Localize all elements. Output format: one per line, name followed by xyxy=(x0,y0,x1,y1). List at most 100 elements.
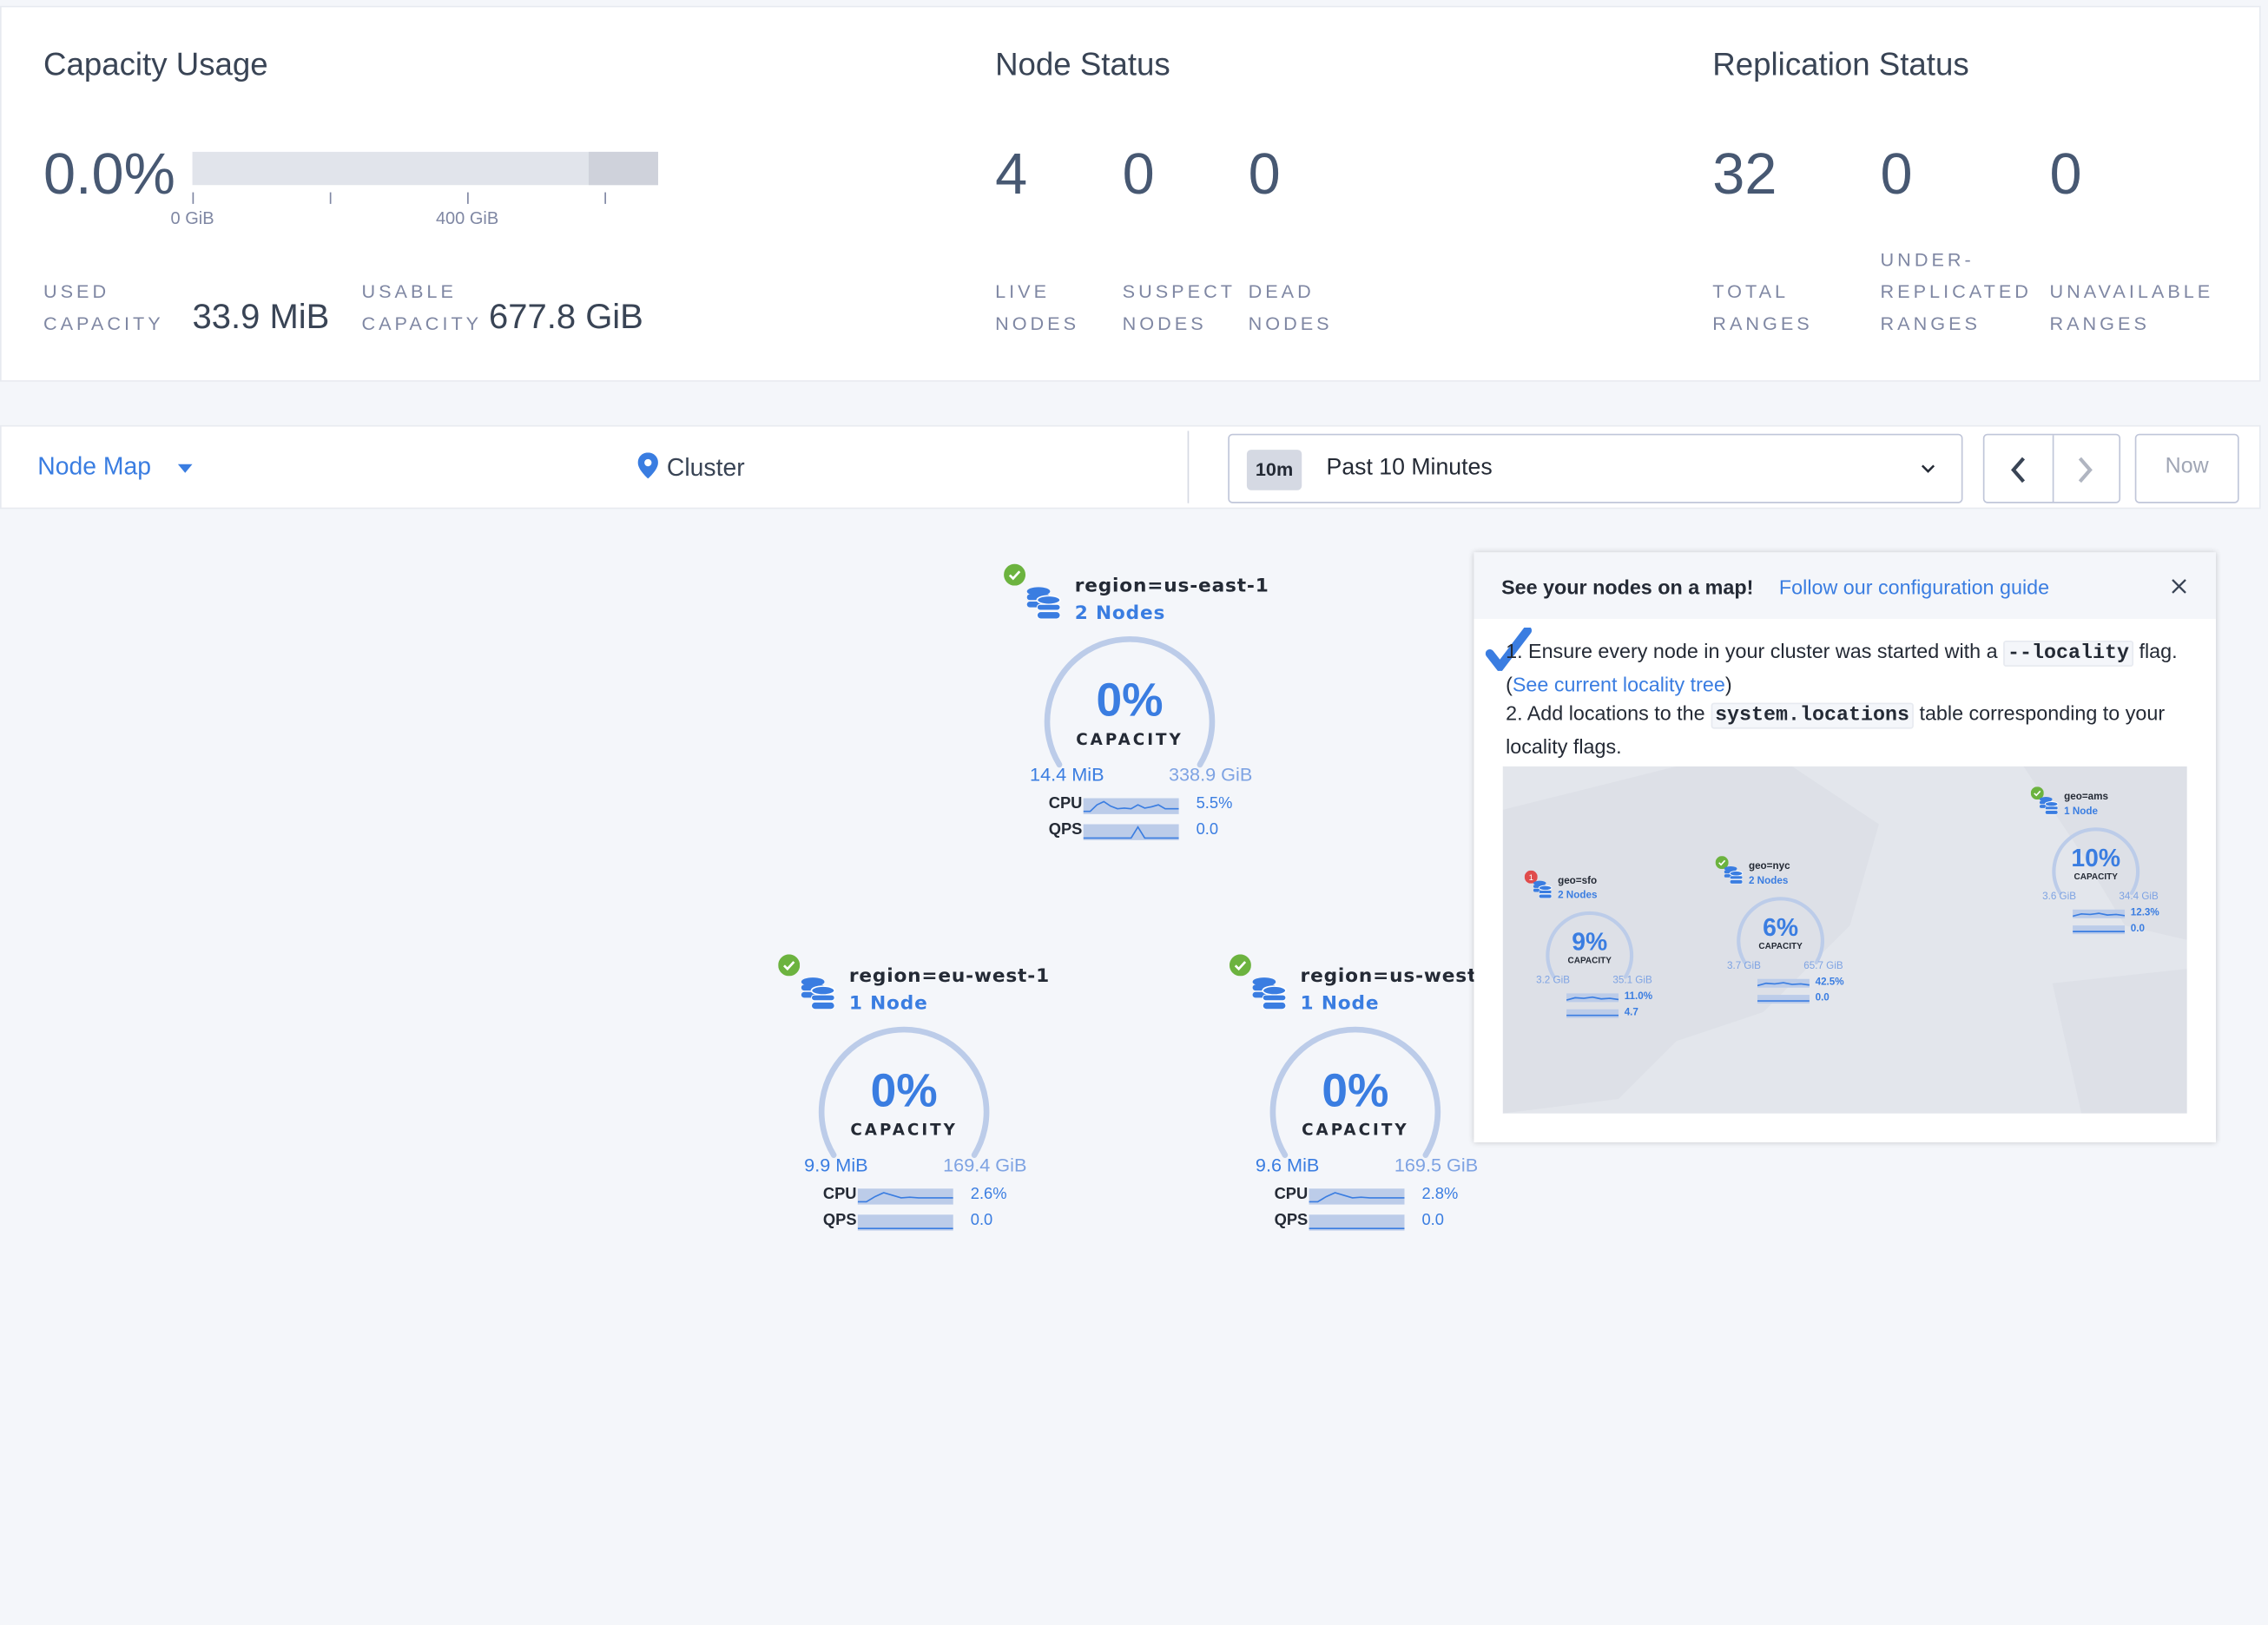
database-icon xyxy=(1252,977,1287,1010)
total-capacity: 338.9 GiB xyxy=(1168,763,1253,786)
bar-tick xyxy=(467,192,469,204)
example-cluster: geo=ams 1 Node 10% CAPACITY 3.6 GiB 34.4 GiB 1… xyxy=(2030,786,2187,945)
now-button[interactable]: Now xyxy=(2134,433,2239,503)
locality-flag-code: --locality xyxy=(2003,640,2134,667)
caret-down-icon xyxy=(178,463,193,472)
bar-tick-label: 0 GiB xyxy=(170,207,214,229)
close-icon[interactable] xyxy=(2171,578,2186,594)
view-select-label: Node Map xyxy=(37,452,151,481)
example-used: 3.6 GiB xyxy=(2042,891,2077,903)
gauge-track xyxy=(2052,827,2140,895)
nav-divider xyxy=(2052,435,2054,503)
capacity-percent: 0% xyxy=(1096,674,1164,727)
qps-sparkline-wrap xyxy=(1309,1212,1405,1238)
example-percent: 9% xyxy=(1572,928,1608,957)
label-line: CAPACITY xyxy=(361,312,483,334)
qps-value: 0.0 xyxy=(970,1211,993,1229)
bar-tick xyxy=(604,192,606,204)
qps-sparkline xyxy=(857,1214,953,1231)
qps-sparkline-wrap xyxy=(857,1212,953,1238)
example-name: geo=nyc xyxy=(1748,861,1790,872)
example-total: 65.7 GiB xyxy=(1803,961,1843,972)
gauge-track xyxy=(1546,911,1634,979)
example-qps: 0.0 xyxy=(2130,924,2145,935)
alert-icon: 1 xyxy=(1524,870,1538,884)
setup-step-2: 2. Add locations to the system.locations… xyxy=(1506,699,2200,762)
used-capacity-label: USED CAPACITY xyxy=(43,276,164,339)
example-percent: 6% xyxy=(1763,913,1799,942)
qps-label: QPS xyxy=(822,1211,857,1229)
bar-tick xyxy=(329,192,332,204)
cpu-value: 5.5% xyxy=(1196,795,1233,813)
locality-tree-link[interactable]: See current locality tree xyxy=(1512,672,1725,696)
cpu-sparkline xyxy=(1309,1188,1405,1205)
label-line: NODES xyxy=(995,312,1080,334)
qps-sparkline-wrap xyxy=(2073,925,2126,937)
example-name: geo=sfo xyxy=(1558,876,1598,887)
example-count: 2 Nodes xyxy=(1558,891,1598,901)
example-used: 3.7 GiB xyxy=(1726,961,1761,972)
time-range-select[interactable]: 10m Past 10 Minutes xyxy=(1228,433,1963,503)
example-qps-sparkline xyxy=(2073,925,2126,935)
node-cluster-us-east-1[interactable]: region=us-east-1 2 Nodes 0% CAPACITY 14.4 Mi… xyxy=(999,563,1375,853)
node-status-title: Node Status xyxy=(995,46,1170,82)
db-icon-wrap xyxy=(1723,865,1744,888)
label-line: DEAD xyxy=(1248,280,1315,303)
capacity-gauge xyxy=(1737,897,1824,964)
capacity-percent: 0% xyxy=(1322,1064,1389,1116)
cpu-value: 2.6% xyxy=(970,1185,1007,1203)
capacity-bar xyxy=(192,151,658,186)
example-cpu-sparkline xyxy=(1566,993,1619,1003)
cpu-sparkline-wrap xyxy=(1309,1186,1405,1212)
label-line: CAPACITY xyxy=(43,312,164,334)
example-used: 3.2 GiB xyxy=(1536,976,1570,987)
total-ranges-label: TOTAL RANGES xyxy=(1712,276,1812,339)
cpu-label: CPU xyxy=(1274,1185,1309,1203)
gauge-wrap xyxy=(1734,895,1827,973)
example-cluster: geo=nyc 2 Nodes 6% CAPACITY 3.7 GiB 65.7 GiB 4… xyxy=(1715,856,1882,1015)
db-icon-wrap xyxy=(1024,584,1061,629)
example-capacity-label: CAPACITY xyxy=(2074,873,2118,883)
gauge-wrap xyxy=(1266,1023,1446,1175)
capacity-gauge xyxy=(2052,827,2140,895)
db-icon-wrap xyxy=(1249,975,1287,1020)
capacity-gauge xyxy=(1546,911,1634,979)
time-range-label: Past 10 Minutes xyxy=(1326,455,1493,481)
healthy-check-icon xyxy=(778,954,801,977)
status-indicator xyxy=(1004,563,1026,593)
view-select-dropdown[interactable]: Node Map xyxy=(37,452,193,481)
cpu-label: CPU xyxy=(822,1185,857,1203)
cpu-sparkline-wrap xyxy=(1757,978,1810,990)
example-capacity-label: CAPACITY xyxy=(1758,943,1803,952)
under-replicated-value: 0 xyxy=(1880,142,1913,207)
capacity-label: CAPACITY xyxy=(1302,1120,1409,1140)
capacity-percent: 0% xyxy=(870,1064,938,1116)
capacity-gauge xyxy=(1044,635,1216,768)
live-nodes-label: LIVE NODES xyxy=(995,276,1079,339)
config-guide-link[interactable]: Follow our configuration guide xyxy=(1778,575,2050,599)
node-cluster-us-west-1[interactable]: region=us-west-1 1 Node 0% CAPACITY 9.6 MiB 1… xyxy=(1225,954,1601,1243)
example-qps: 0.0 xyxy=(1815,993,1830,1004)
popup-header xyxy=(1474,552,2217,619)
setup-step-1: 1. Ensure every node in your cluster was… xyxy=(1506,636,2186,700)
node-cluster-eu-west-1[interactable]: region=eu-west-1 1 Node 0% CAPACITY 9.9 MiB 1… xyxy=(774,954,1150,1243)
capacity-label: CAPACITY xyxy=(1076,730,1183,749)
example-percent: 10% xyxy=(2071,844,2121,872)
node-count[interactable]: 1 Node xyxy=(1300,993,1380,1016)
chevron-left-icon[interactable] xyxy=(2008,456,2027,484)
cpu-sparkline xyxy=(857,1188,953,1205)
gauge-wrap xyxy=(1040,634,1220,786)
bar-tick xyxy=(192,192,194,204)
healthy-check-icon xyxy=(2030,786,2044,800)
example-cpu: 42.5% xyxy=(1815,977,1844,988)
label-line: LIVE xyxy=(995,280,1051,303)
step-text: flag. ( xyxy=(1506,639,2178,696)
node-count[interactable]: 1 Node xyxy=(848,993,928,1016)
chevron-right-icon[interactable] xyxy=(2075,456,2095,484)
breadcrumb[interactable]: Cluster xyxy=(637,452,745,483)
chevron-down-icon xyxy=(1921,464,1935,473)
node-count[interactable]: 2 Nodes xyxy=(1074,602,1166,625)
map-setup-popup: See your nodes on a map! Follow our conf… xyxy=(1474,552,2217,1142)
label-line: TOTAL xyxy=(1712,280,1790,303)
example-map-image: 1 geo=sfo 2 Nodes 9% CAPACITY 3.2 GiB 35.1 GiB… xyxy=(1502,766,2187,1114)
